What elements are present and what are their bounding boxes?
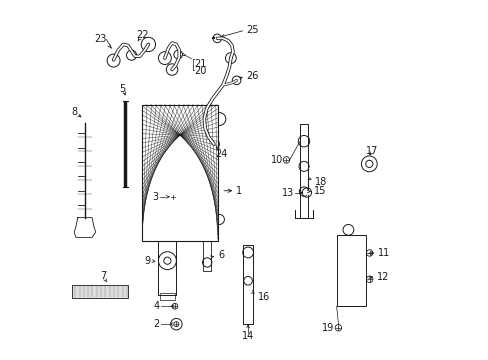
Text: 7: 7	[100, 271, 106, 281]
Bar	[336, 235, 366, 306]
Circle shape	[211, 141, 216, 147]
Circle shape	[345, 227, 350, 232]
Text: 22: 22	[136, 31, 149, 40]
Circle shape	[145, 41, 151, 48]
Circle shape	[301, 189, 305, 194]
Circle shape	[245, 250, 250, 255]
Bar	[158, 241, 176, 295]
Text: 24: 24	[215, 149, 227, 159]
Bar	[203, 225, 211, 271]
Text: 26: 26	[246, 71, 259, 81]
Text: 13: 13	[281, 188, 293, 198]
Text: 10: 10	[270, 155, 283, 165]
Text: 8: 8	[72, 107, 78, 117]
Text: 5: 5	[119, 84, 125, 94]
Circle shape	[246, 279, 249, 283]
Text: 1: 1	[236, 186, 242, 196]
Circle shape	[301, 164, 305, 168]
Text: 14: 14	[242, 330, 254, 341]
Bar	[72, 285, 128, 298]
Text: 3: 3	[152, 192, 158, 202]
Bar	[142, 105, 217, 241]
Text: 2: 2	[153, 319, 160, 329]
Text: 11: 11	[377, 248, 389, 258]
Text: 25: 25	[246, 25, 259, 35]
Text: 6: 6	[218, 250, 224, 260]
Text: 16: 16	[258, 292, 270, 302]
Circle shape	[228, 55, 233, 60]
Text: 20: 20	[194, 66, 206, 76]
Circle shape	[304, 190, 308, 195]
Text: 4: 4	[153, 301, 160, 311]
Circle shape	[110, 58, 116, 63]
Bar	[243, 245, 253, 324]
Text: 18: 18	[314, 177, 327, 187]
Circle shape	[169, 67, 174, 72]
Circle shape	[234, 78, 238, 82]
Text: 12: 12	[376, 272, 388, 282]
Text: 19: 19	[321, 323, 333, 333]
Circle shape	[176, 53, 180, 56]
Bar	[160, 293, 174, 300]
Text: 15: 15	[314, 186, 326, 197]
Circle shape	[129, 53, 133, 57]
Text: 9: 9	[144, 256, 150, 266]
Circle shape	[301, 139, 306, 144]
Text: 17: 17	[365, 145, 377, 156]
Text: 23: 23	[94, 35, 106, 44]
Bar	[300, 125, 307, 218]
Text: 21: 21	[194, 59, 206, 69]
Circle shape	[162, 55, 167, 61]
